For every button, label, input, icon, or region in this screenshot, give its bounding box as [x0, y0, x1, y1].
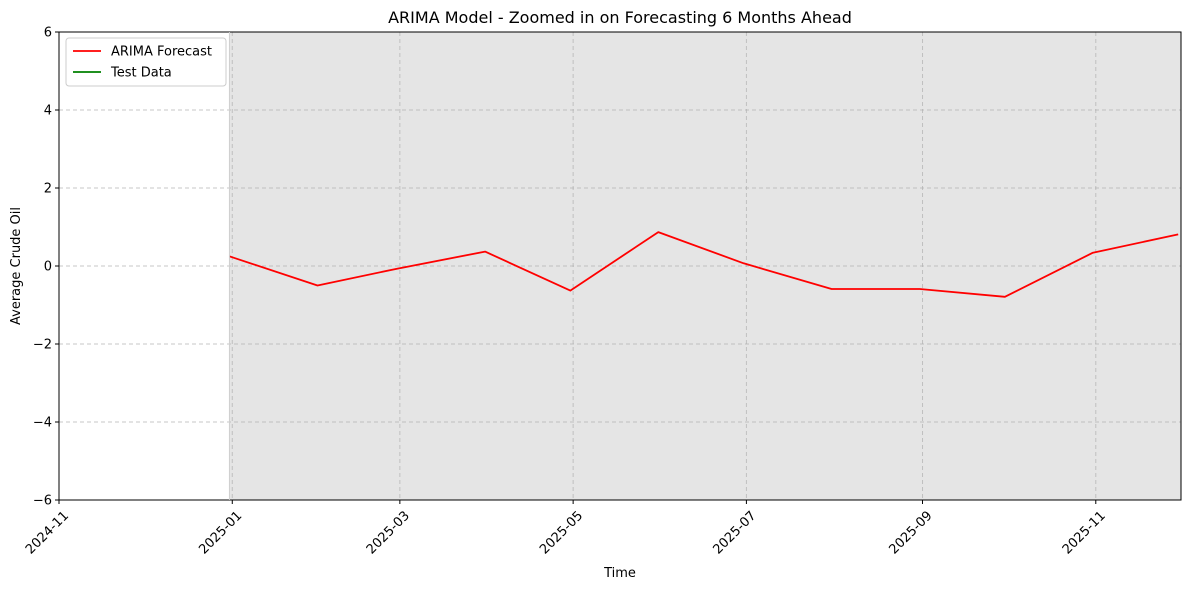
legend-label: Test Data — [110, 66, 172, 81]
x-tick-label: 2025-07 — [710, 508, 759, 557]
y-tick-label: 2 — [44, 182, 52, 197]
y-axis-title: Average Crude Oil — [9, 207, 24, 325]
y-tick-label: 6 — [44, 26, 52, 41]
x-tick-label: 2025-05 — [537, 508, 586, 557]
series-line — [229, 231, 1179, 298]
series-lines — [229, 231, 1179, 298]
y-tick-label: 4 — [44, 104, 52, 119]
y-tick-label: 0 — [44, 260, 52, 275]
chart-title: ARIMA Model - Zoomed in on Forecasting 6… — [388, 8, 852, 27]
y-tick-label: −4 — [33, 416, 52, 431]
x-tick-label: 2024-11 — [23, 508, 72, 557]
x-tick-label: 2025-11 — [1060, 508, 1109, 557]
x-tick-label: 2025-01 — [196, 508, 245, 557]
x-tick-label: 2025-03 — [364, 508, 413, 557]
y-tick-label: −2 — [33, 338, 52, 353]
legend: ARIMA Forecast Test Data — [65, 37, 227, 87]
legend-box — [65, 37, 227, 87]
y-tick-label: −6 — [33, 494, 52, 509]
x-axis-title: Time — [603, 566, 636, 581]
x-tick-label: 2025-09 — [887, 508, 936, 557]
legend-label: ARIMA Forecast — [111, 45, 212, 60]
